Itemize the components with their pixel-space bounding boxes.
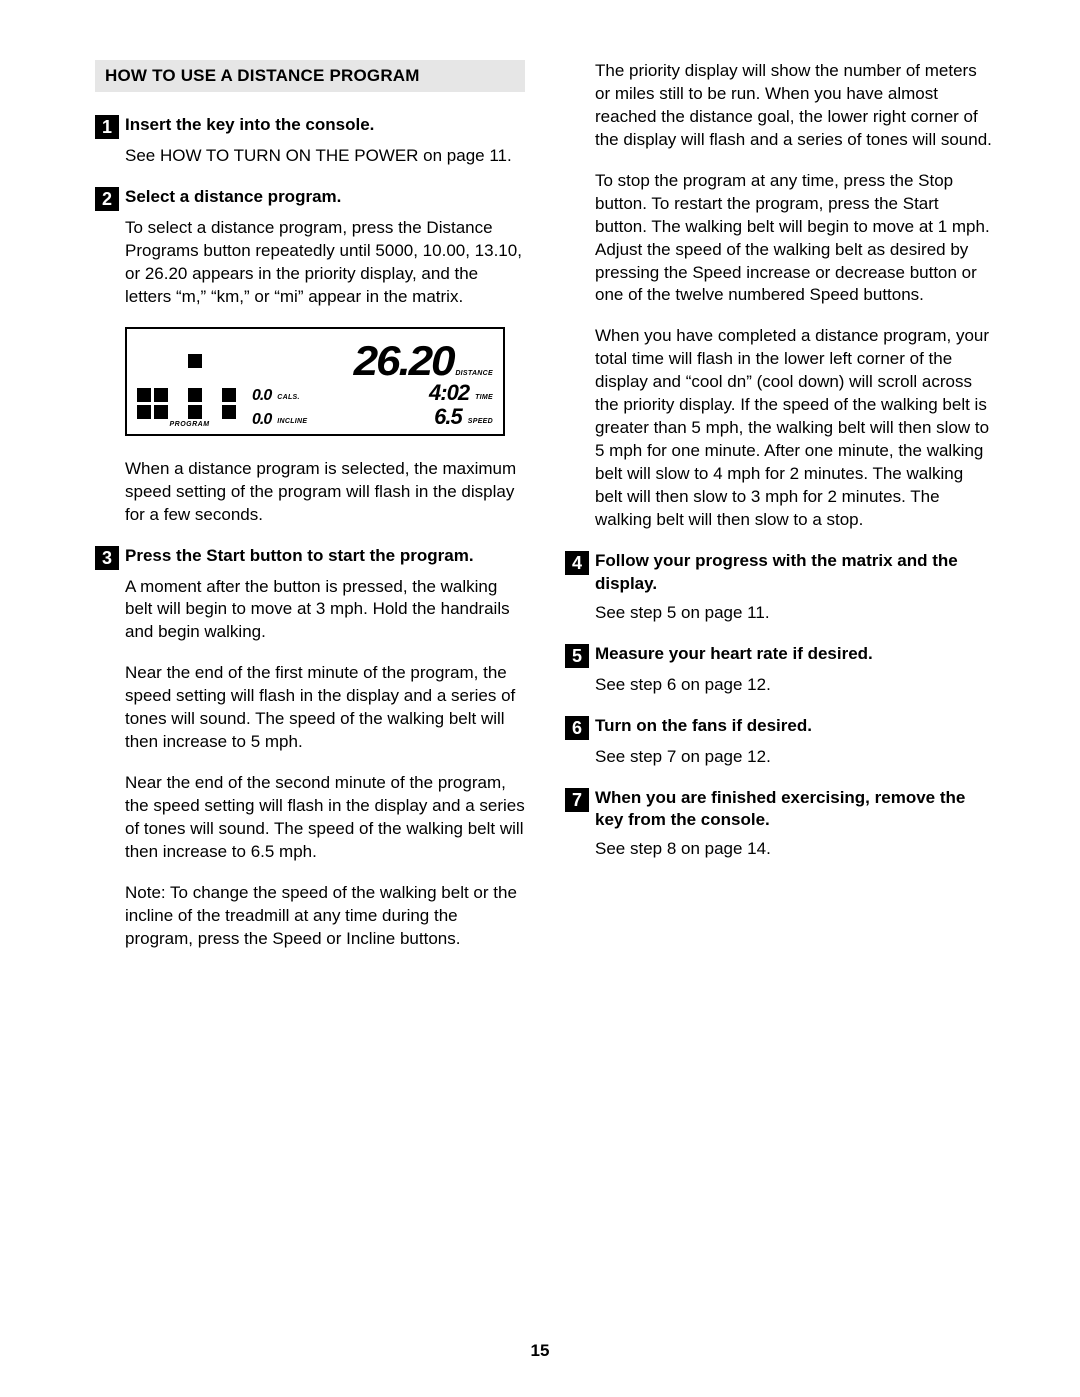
- step-number-box: 7: [565, 788, 589, 812]
- matrix-cell: [188, 405, 202, 419]
- matrix-cell: [171, 371, 185, 385]
- matrix-cell: [137, 371, 151, 385]
- display-matrix: PROGRAM: [137, 337, 242, 428]
- matrix-cell: [137, 405, 151, 419]
- step-number-box: 4: [565, 551, 589, 575]
- section-header: HOW TO USE A DISTANCE PROGRAM: [95, 60, 525, 92]
- matrix-cell: [222, 405, 236, 419]
- step-7-header: 7 When you are finished exercising, remo…: [565, 787, 995, 833]
- matrix-cell: [188, 388, 202, 402]
- matrix-cell: [154, 371, 168, 385]
- step-5-header: 5 Measure your heart rate if desired.: [565, 643, 995, 668]
- display-readouts: 26.20 DISTANCE 0.0 CALS. 4:02 TIME 0.0: [252, 342, 493, 428]
- matrix-cell: [171, 354, 185, 368]
- step-3-continued-2: To stop the program at any time, press t…: [595, 170, 995, 308]
- matrix-cell: [205, 405, 219, 419]
- step-title: Insert the key into the console.: [125, 114, 374, 137]
- step-3-continued-1: The priority display will show the numbe…: [595, 60, 995, 152]
- cals-label: CALS.: [277, 394, 300, 404]
- matrix-cell: [205, 354, 219, 368]
- step-6-body: See step 7 on page 12.: [595, 746, 995, 769]
- step-number-box: 3: [95, 546, 119, 570]
- left-column: HOW TO USE A DISTANCE PROGRAM 1 Insert t…: [95, 60, 525, 969]
- step-2-body-2: When a distance program is selected, the…: [125, 458, 525, 527]
- incline-label: INCLINE: [277, 418, 307, 428]
- step-6-header: 6 Turn on the fans if desired.: [565, 715, 995, 740]
- matrix-cell: [154, 337, 168, 351]
- step-4-header: 4 Follow your progress with the matrix a…: [565, 550, 995, 596]
- step-title: When you are finished exercising, remove…: [595, 787, 995, 833]
- matrix-cell: [171, 388, 185, 402]
- distance-value: 26.20: [354, 342, 454, 380]
- step-number-box: 6: [565, 716, 589, 740]
- step-3-body-2: Near the end of the first minute of the …: [125, 662, 525, 754]
- matrix-cell: [171, 405, 185, 419]
- speed-label: SPEED: [468, 418, 493, 428]
- step-2-body-1: To select a distance program, press the …: [125, 217, 525, 309]
- matrix-cell: [137, 337, 151, 351]
- time-value: 4:02: [429, 382, 469, 404]
- matrix-cell: [222, 354, 236, 368]
- incline-value: 0.0: [252, 412, 271, 428]
- speed-value: 6.5: [434, 406, 462, 428]
- matrix-cell: [222, 371, 236, 385]
- step-5-body: See step 6 on page 12.: [595, 674, 995, 697]
- time-label: TIME: [475, 394, 493, 404]
- matrix-cell: [137, 388, 151, 402]
- step-3-body-4: Note: To change the speed of the walking…: [125, 882, 525, 951]
- distance-label: DISTANCE: [455, 370, 493, 380]
- cals-value: 0.0: [252, 388, 271, 404]
- step-3-body-1: A moment after the button is pressed, th…: [125, 576, 525, 645]
- matrix-cell: [154, 388, 168, 402]
- step-1-header: 1 Insert the key into the console.: [95, 114, 525, 139]
- matrix-cell: [188, 371, 202, 385]
- matrix-cell: [154, 405, 168, 419]
- matrix-cell: [205, 388, 219, 402]
- step-3-continued-3: When you have completed a distance progr…: [595, 325, 995, 531]
- matrix-cell: [171, 337, 185, 351]
- two-column-layout: HOW TO USE A DISTANCE PROGRAM 1 Insert t…: [95, 60, 995, 969]
- console-display-illustration: PROGRAM 26.20 DISTANCE 0.0 CALS. 4:02 TI: [125, 327, 505, 436]
- step-number-box: 1: [95, 115, 119, 139]
- step-title: Follow your progress with the matrix and…: [595, 550, 995, 596]
- step-2-header: 2 Select a distance program.: [95, 186, 525, 211]
- matrix-cell: [205, 337, 219, 351]
- step-number-box: 2: [95, 187, 119, 211]
- matrix-cell: [188, 337, 202, 351]
- step-title: Press the Start button to start the prog…: [125, 545, 474, 568]
- matrix-cell: [222, 337, 236, 351]
- matrix-cell: [222, 388, 236, 402]
- right-column: The priority display will show the numbe…: [565, 60, 995, 969]
- step-3-body-3: Near the end of the second minute of the…: [125, 772, 525, 864]
- matrix-cell: [205, 371, 219, 385]
- step-3-header: 3 Press the Start button to start the pr…: [95, 545, 525, 570]
- step-1-body: See HOW TO TURN ON THE POWER on page 11.: [125, 145, 525, 168]
- step-4-body: See step 5 on page 11.: [595, 602, 995, 625]
- matrix-cell: [137, 354, 151, 368]
- step-title: Turn on the fans if desired.: [595, 715, 812, 738]
- step-7-body: See step 8 on page 14.: [595, 838, 995, 861]
- step-number-box: 5: [565, 644, 589, 668]
- step-title: Measure your heart rate if desired.: [595, 643, 873, 666]
- matrix-cell: [188, 354, 202, 368]
- step-title: Select a distance program.: [125, 186, 341, 209]
- manual-page: HOW TO USE A DISTANCE PROGRAM 1 Insert t…: [0, 0, 1080, 1397]
- program-label: PROGRAM: [137, 421, 242, 428]
- matrix-cell: [154, 354, 168, 368]
- page-number: 15: [0, 1341, 1080, 1361]
